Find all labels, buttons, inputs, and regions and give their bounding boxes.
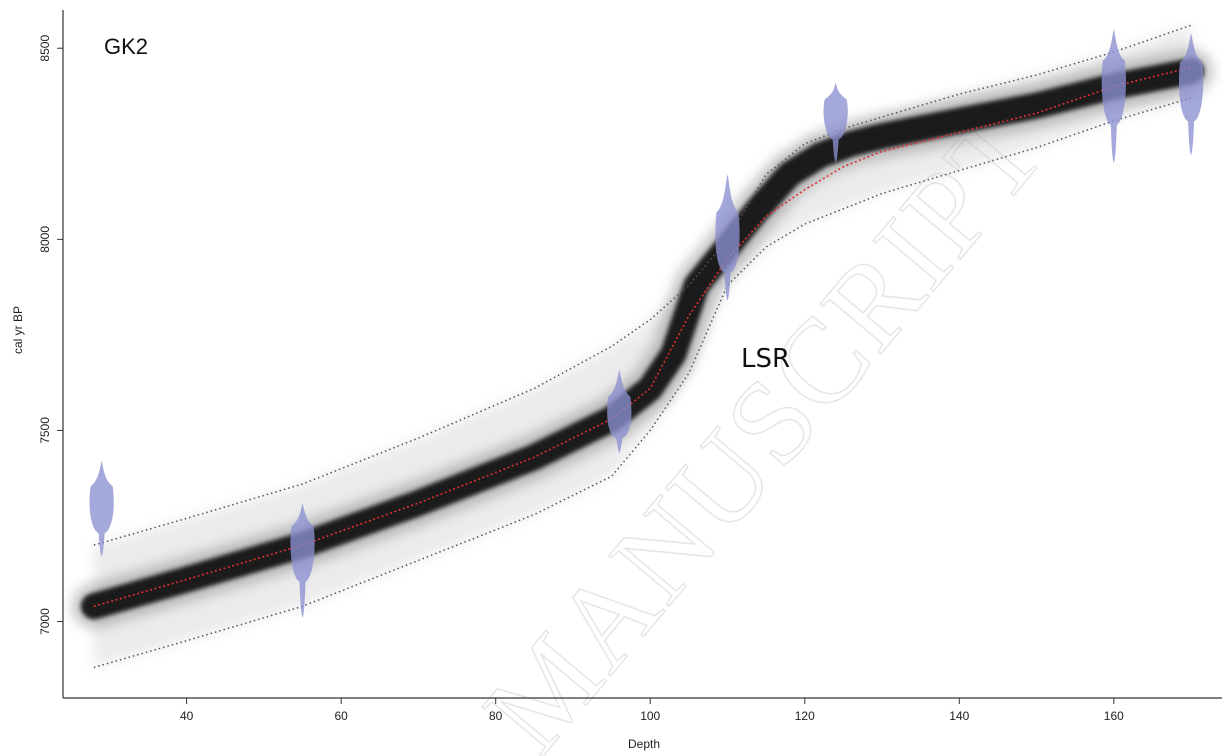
x-tick-label: 120 xyxy=(795,709,815,723)
confidence-bounds xyxy=(93,24,1192,669)
date-distribution xyxy=(89,461,114,557)
x-axis-ticks: 40 60 80 100 120 140 160 xyxy=(180,698,1124,723)
y-axis-ticks: 7000 7500 8000 8500 xyxy=(38,35,63,635)
x-tick-label: 100 xyxy=(640,709,660,723)
lsr-annotation: LSR xyxy=(741,344,790,374)
calibrated-dates xyxy=(89,29,1204,618)
date-distribution xyxy=(715,174,740,301)
x-tick-label: 160 xyxy=(1104,709,1124,723)
x-tick-label: 60 xyxy=(334,709,348,723)
x-tick-label: 40 xyxy=(180,709,194,723)
panel-label: GK2 xyxy=(104,34,148,59)
y-tick-label: 7000 xyxy=(38,608,52,635)
y-tick-label: 8000 xyxy=(38,226,52,253)
x-tick-label: 140 xyxy=(949,709,969,723)
bound-line-lower xyxy=(93,97,1192,669)
y-tick-label: 8500 xyxy=(38,35,52,62)
x-tick-label: 80 xyxy=(489,709,503,723)
date-distribution xyxy=(607,369,632,454)
date-distribution xyxy=(290,503,315,618)
y-axis-label: cal yr BP xyxy=(11,306,25,354)
y-tick-label: 7500 xyxy=(38,417,52,444)
date-distribution xyxy=(1101,29,1126,163)
date-distribution xyxy=(823,82,848,163)
x-axis-label: Depth xyxy=(628,737,660,751)
date-distribution xyxy=(1178,32,1204,156)
